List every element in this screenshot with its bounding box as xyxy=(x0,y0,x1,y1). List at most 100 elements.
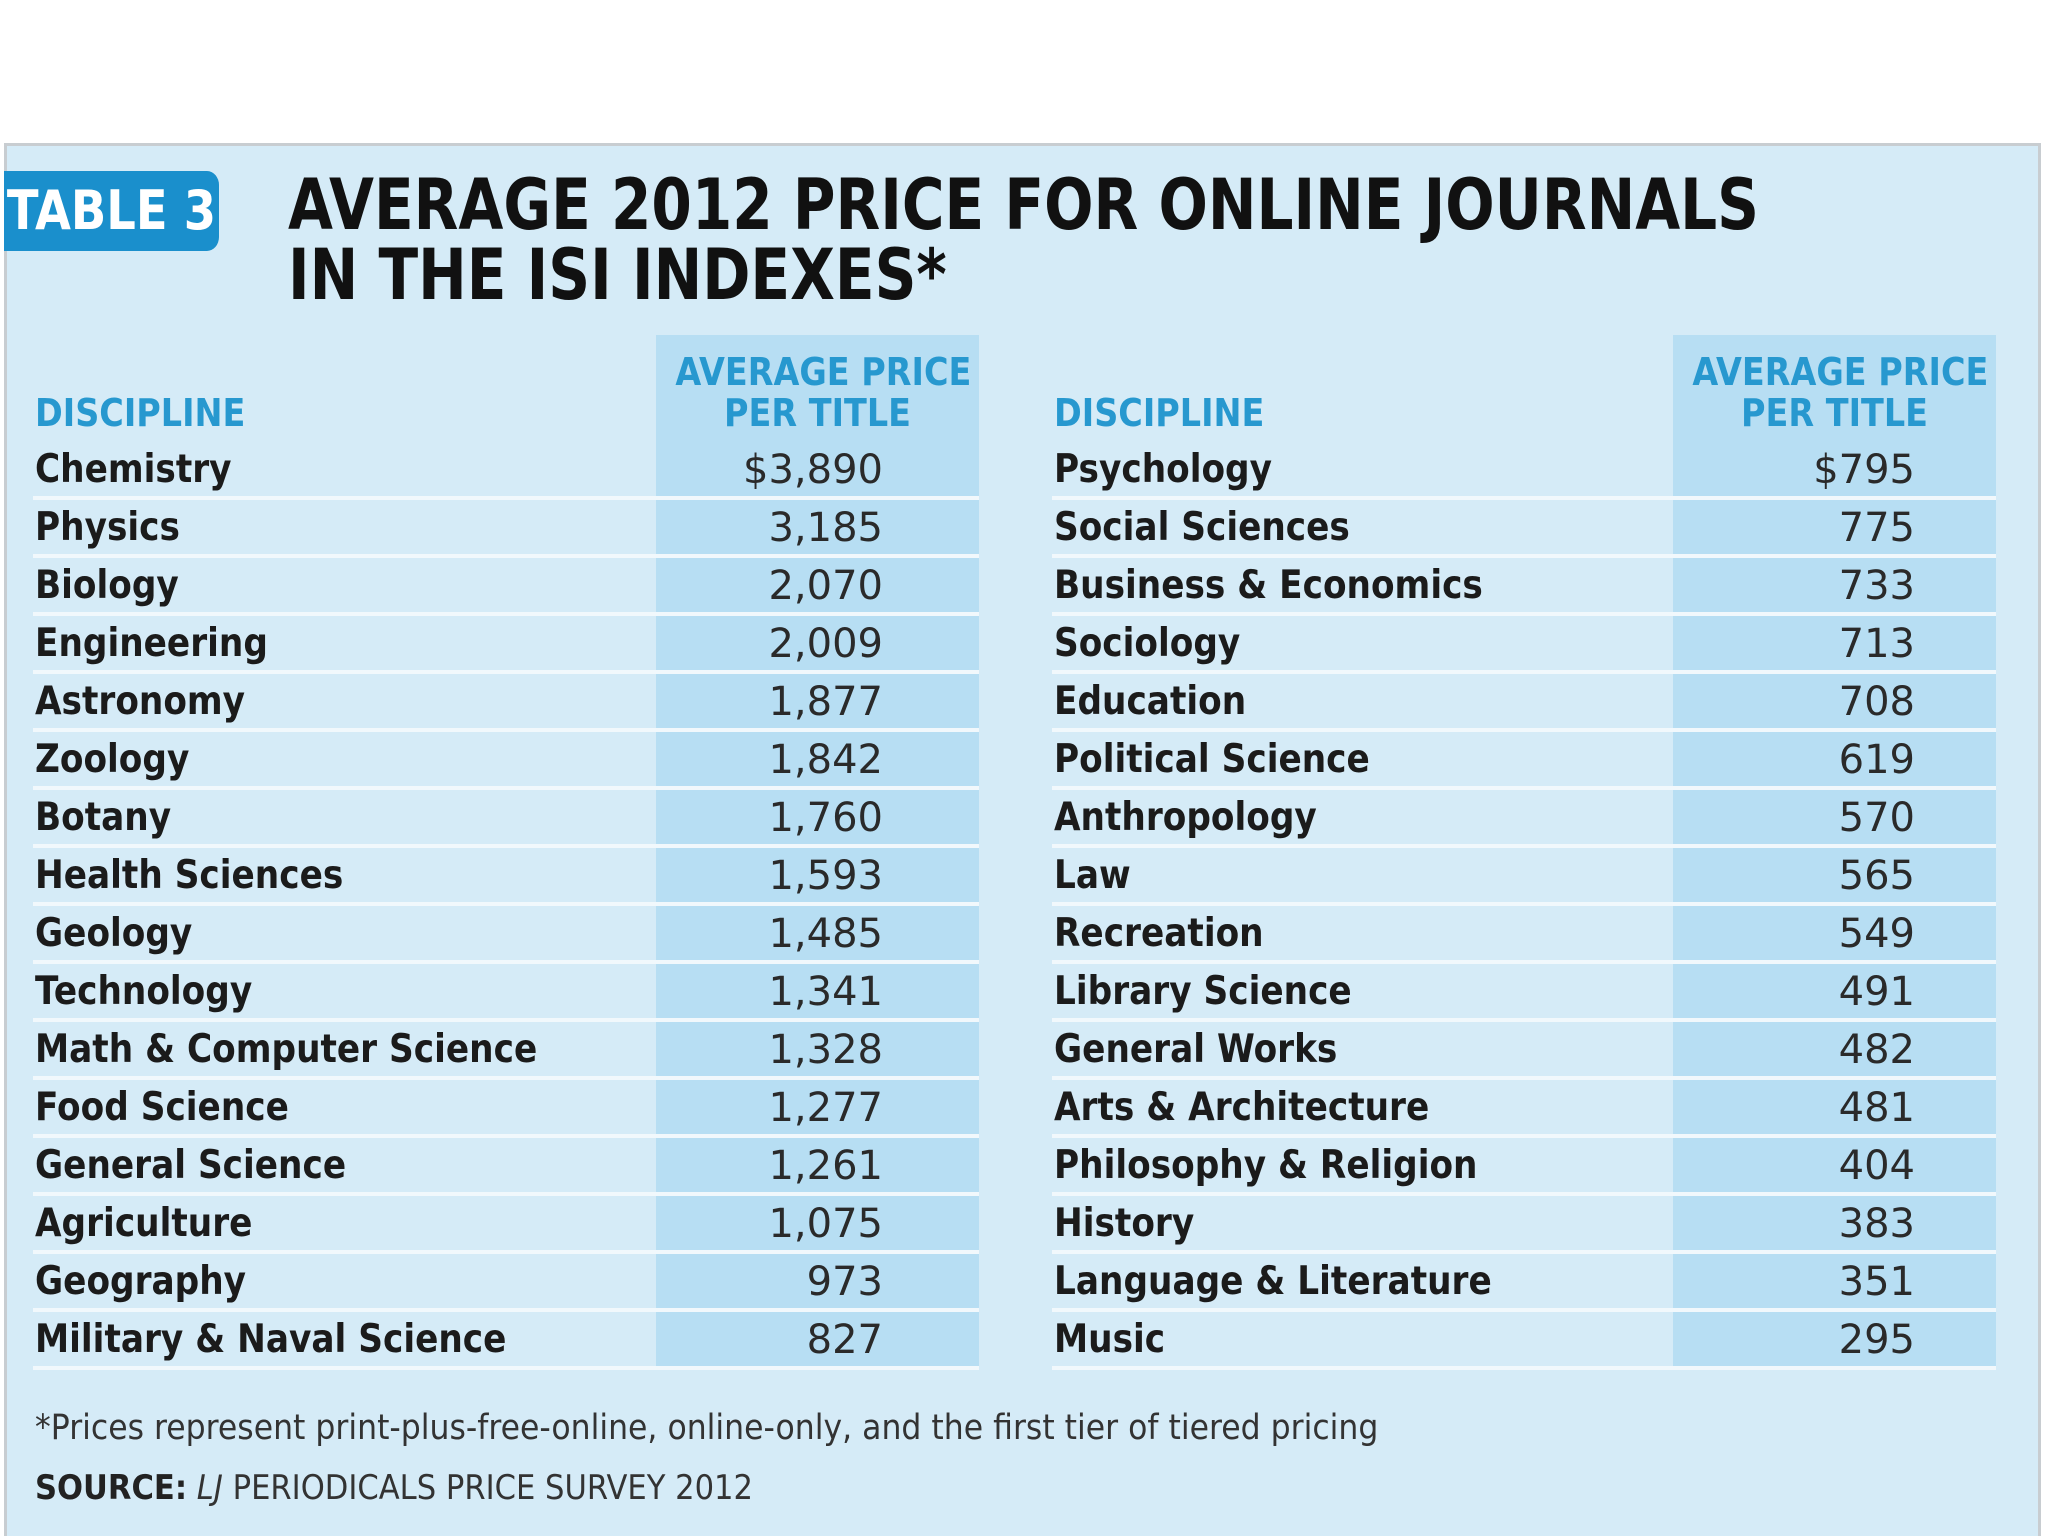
price-cell: 708 xyxy=(1838,679,1915,725)
table-row: Law 565 xyxy=(1052,848,1996,906)
table-row: Music 295 xyxy=(1052,1312,1996,1370)
price-cell: $3,890 xyxy=(743,447,883,493)
table-title-line-1: AVERAGE 2012 PRICE FOR ONLINE JOURNALS xyxy=(288,164,1760,246)
discipline-cell: Sociology xyxy=(1054,621,1241,666)
price-cell: 775 xyxy=(1838,505,1915,551)
table-row: Zoology 1,842 xyxy=(33,732,979,790)
source-line: SOURCE: LJ PERIODICALS PRICE SURVEY 2012 xyxy=(35,1468,753,1508)
table-row: Business & Economics 733 xyxy=(1052,558,1996,616)
discipline-cell: Health Sciences xyxy=(35,853,344,898)
price-cell: 1,075 xyxy=(768,1201,883,1247)
price-cell: 295 xyxy=(1838,1317,1915,1363)
table-row: Recreation 549 xyxy=(1052,906,1996,964)
price-cell: 482 xyxy=(1838,1027,1915,1073)
table-row: Arts & Architecture 481 xyxy=(1052,1080,1996,1138)
price-cell: 1,341 xyxy=(768,969,883,1015)
discipline-cell: Military & Naval Science xyxy=(35,1317,507,1362)
price-cell: 1,593 xyxy=(768,853,883,899)
discipline-cell: Engineering xyxy=(35,621,268,666)
price-cell: 549 xyxy=(1838,911,1915,957)
discipline-cell: Philosophy & Religion xyxy=(1054,1143,1478,1188)
discipline-cell: Psychology xyxy=(1054,447,1272,492)
source-publication: LJ xyxy=(196,1468,223,1508)
discipline-cell: Recreation xyxy=(1054,911,1264,956)
table-row: Astronomy 1,877 xyxy=(33,674,979,732)
discipline-cell: Agriculture xyxy=(35,1201,253,1246)
table-footnote: *Prices represent print-plus-free-online… xyxy=(35,1408,1379,1448)
discipline-cell: Language & Literature xyxy=(1054,1259,1492,1304)
discipline-cell: Biology xyxy=(35,563,179,608)
discipline-cell: Food Science xyxy=(35,1085,289,1130)
discipline-cell: Botany xyxy=(35,795,172,840)
price-cell: 1,877 xyxy=(768,679,883,725)
discipline-cell: Political Science xyxy=(1054,737,1370,782)
discipline-cell: Astronomy xyxy=(35,679,246,724)
table-number-badge: TABLE 3 xyxy=(4,171,219,251)
price-cell: 570 xyxy=(1838,795,1915,841)
table-title: AVERAGE 2012 PRICE FOR ONLINE JOURNALS I… xyxy=(288,170,1759,310)
discipline-cell: Education xyxy=(1054,679,1247,724)
discipline-cell: Anthropology xyxy=(1054,795,1317,840)
table-row: Engineering 2,009 xyxy=(33,616,979,674)
table-row: History 383 xyxy=(1052,1196,1996,1254)
price-cell: 3,185 xyxy=(768,505,883,551)
price-cell: 1,328 xyxy=(768,1027,883,1073)
table-title-line-2: IN THE ISI INDEXES* xyxy=(288,234,947,316)
discipline-header-right: DISCIPLINE xyxy=(1054,391,1265,435)
price-cell: 1,842 xyxy=(768,737,883,783)
price-cell: 619 xyxy=(1838,737,1915,783)
price-cell: 973 xyxy=(806,1259,883,1305)
table-row: Biology 2,070 xyxy=(33,558,979,616)
table-row: Education 708 xyxy=(1052,674,1996,732)
table-row: Technology 1,341 xyxy=(33,964,979,1022)
price-header-left-line-2: PER TITLE xyxy=(724,391,911,435)
discipline-cell: Music xyxy=(1054,1317,1166,1362)
price-cell: 713 xyxy=(1838,621,1915,667)
price-cell: 491 xyxy=(1838,969,1915,1015)
price-header-left-line-1: AVERAGE PRICE xyxy=(675,350,972,394)
left-table-column: Chemistry $3,890 Physics 3,185 Biology 2,07… xyxy=(33,442,979,1370)
price-cell: 1,485 xyxy=(768,911,883,957)
discipline-cell: Technology xyxy=(35,969,253,1014)
discipline-cell: Physics xyxy=(35,505,180,550)
discipline-cell: Chemistry xyxy=(35,447,232,492)
price-cell: $795 xyxy=(1813,447,1915,493)
discipline-cell: Arts & Architecture xyxy=(1054,1085,1430,1130)
discipline-cell: History xyxy=(1054,1201,1195,1246)
table-row: Math & Computer Science 1,328 xyxy=(33,1022,979,1080)
discipline-cell: General Works xyxy=(1054,1027,1338,1072)
table-row: Health Sciences 1,593 xyxy=(33,848,979,906)
price-header-right-line-2: PER TITLE xyxy=(1741,391,1928,435)
price-cell: 2,070 xyxy=(768,563,883,609)
discipline-cell: Law xyxy=(1054,853,1131,898)
discipline-header-left: DISCIPLINE xyxy=(35,391,246,435)
discipline-cell: General Science xyxy=(35,1143,347,1188)
table-row: Botany 1,760 xyxy=(33,790,979,848)
table-row: Language & Literature 351 xyxy=(1052,1254,1996,1312)
discipline-cell: Geology xyxy=(35,911,193,956)
discipline-cell: Social Sciences xyxy=(1054,505,1350,550)
table-row: Geography 973 xyxy=(33,1254,979,1312)
discipline-cell: Library Science xyxy=(1054,969,1352,1014)
table-row: Geology 1,485 xyxy=(33,906,979,964)
table-row: Library Science 491 xyxy=(1052,964,1996,1022)
price-header-right: AVERAGE PRICE PER TITLE xyxy=(1692,352,1988,435)
discipline-cell: Zoology xyxy=(35,737,190,782)
price-cell: 481 xyxy=(1838,1085,1915,1131)
source-label: SOURCE: xyxy=(35,1468,188,1508)
table-row: Psychology $795 xyxy=(1052,442,1996,500)
table-row: Anthropology 570 xyxy=(1052,790,1996,848)
price-cell: 565 xyxy=(1838,853,1915,899)
price-cell: 404 xyxy=(1838,1143,1915,1189)
source-text: PERIODICALS PRICE SURVEY 2012 xyxy=(232,1468,754,1508)
discipline-cell: Business & Economics xyxy=(1054,563,1483,608)
discipline-cell: Math & Computer Science xyxy=(35,1027,538,1072)
table-row: Philosophy & Religion 404 xyxy=(1052,1138,1996,1196)
table-row: Chemistry $3,890 xyxy=(33,442,979,500)
price-header-left: AVERAGE PRICE PER TITLE xyxy=(675,350,972,435)
price-cell: 733 xyxy=(1838,563,1915,609)
table-row: Sociology 713 xyxy=(1052,616,1996,674)
table-row: Physics 3,185 xyxy=(33,500,979,558)
price-cell: 1,277 xyxy=(768,1085,883,1131)
